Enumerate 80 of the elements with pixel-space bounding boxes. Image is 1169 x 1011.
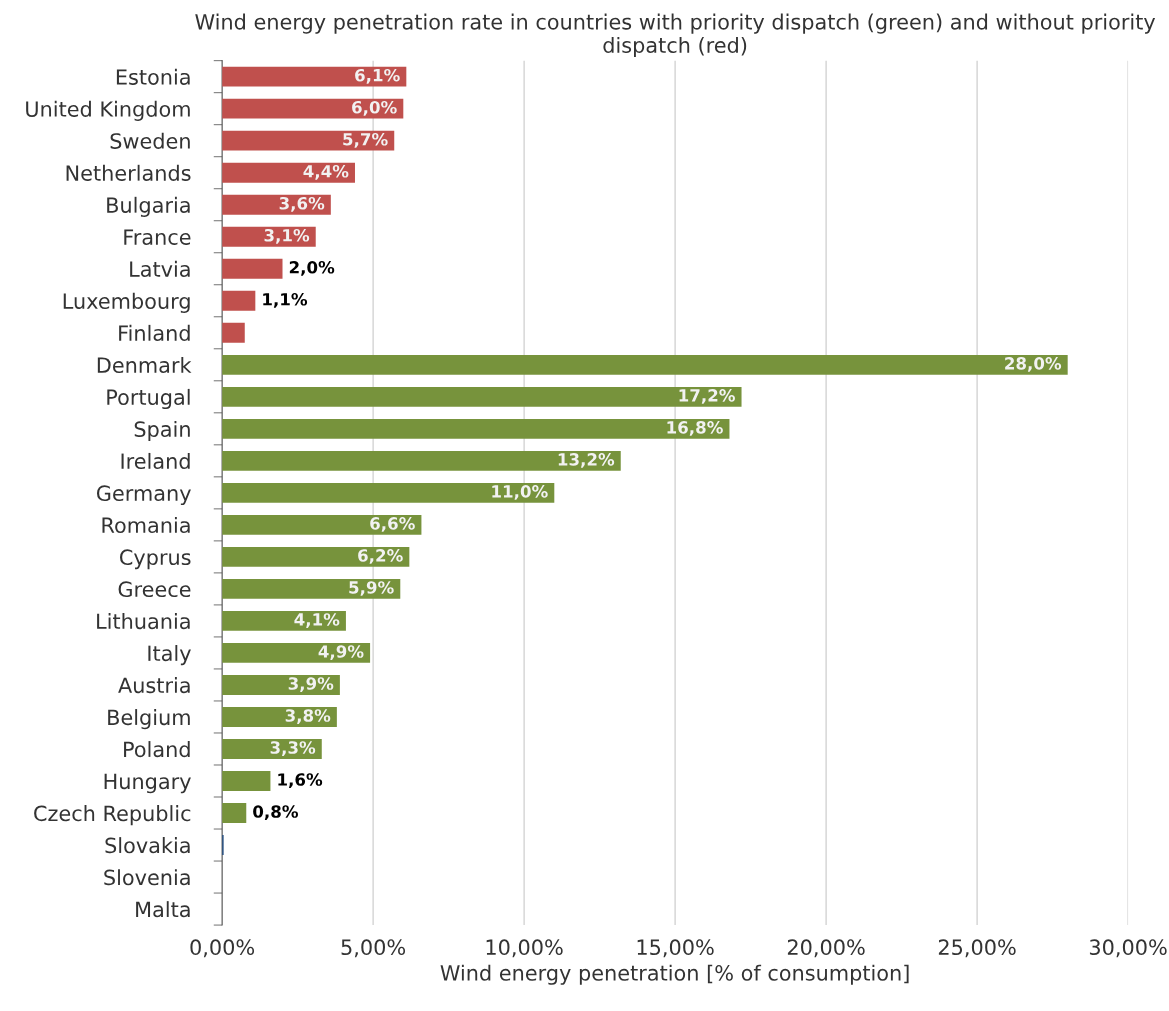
- y-tick-label: United Kingdom: [26, 100, 190, 121]
- data-label: 0,8%: [253, 805, 298, 820]
- x-axis-title: Wind energy penetration [% of consumption]: [440, 964, 909, 985]
- y-tick-label: Germany: [96, 485, 191, 506]
- y-tick-label: Romania: [102, 516, 190, 534]
- data-label: 4,1%: [294, 613, 340, 628]
- y-tick-label: Estonia: [116, 68, 190, 85]
- bar: [222, 803, 247, 823]
- y-tick-label: Italy: [148, 645, 191, 666]
- y-tick-label: Netherlands: [66, 164, 191, 181]
- data-label: 1,6%: [278, 773, 323, 788]
- y-tick-label: Austria: [118, 677, 190, 694]
- y-tick-label: Greece: [118, 581, 191, 598]
- y-tick-label: Cyprus: [120, 549, 191, 570]
- bar: [222, 482, 555, 503]
- bar: [222, 354, 1068, 375]
- data-label: 4,9%: [318, 645, 364, 660]
- data-label: 3,6%: [279, 196, 325, 212]
- data-label: 28,0%: [1005, 357, 1062, 372]
- bar: [222, 643, 371, 663]
- bar: [222, 386, 742, 407]
- x-tick-label: 30,00%: [1089, 939, 1167, 958]
- y-tick-label: Poland: [124, 741, 190, 758]
- chart-title: Wind energy penetration rate in countries with priority dispatch (green) and without priority dispatch (red): [195, 13, 1156, 58]
- bar: [222, 162, 355, 183]
- x-tick-label: 5,00%: [341, 939, 406, 958]
- data-label: 13,2%: [558, 453, 615, 468]
- data-label: 4,4%: [303, 164, 349, 180]
- data-label: 6,1%: [355, 68, 400, 84]
- y-tick-label: Malta: [136, 901, 190, 918]
- data-label: 3,9%: [288, 677, 334, 692]
- y-tick-label: Sweden: [110, 132, 190, 149]
- y-tick-label: Slovakia: [105, 837, 190, 854]
- x-tick-label: 15,00%: [637, 939, 714, 958]
- y-tick-label: Finland: [119, 324, 190, 341]
- bar: [222, 418, 730, 439]
- data-label: 17,2%: [679, 389, 735, 404]
- data-label: 1,1%: [263, 293, 308, 308]
- bar: [222, 578, 401, 599]
- x-tick-label: 10,00%: [486, 939, 563, 958]
- bar: [222, 66, 407, 87]
- y-tick-label: Belgium: [108, 709, 190, 730]
- data-label: 5,9%: [349, 581, 394, 596]
- y-tick-label: Portugal: [107, 388, 190, 410]
- y-tick-label: Czech Republic: [34, 805, 191, 826]
- x-tick-label: 20,00%: [787, 939, 865, 958]
- bar: [222, 771, 271, 791]
- bar: [222, 611, 346, 631]
- y-tick-label: Bulgaria: [107, 196, 190, 217]
- data-label: 3,8%: [285, 709, 331, 724]
- data-label: 3,3%: [270, 741, 316, 756]
- y-tick-label: France: [124, 229, 191, 245]
- x-tick-label: 0,00%: [190, 939, 255, 958]
- data-label: 6,6%: [370, 517, 415, 532]
- data-label: 16,8%: [667, 421, 723, 436]
- bar: [222, 450, 621, 471]
- y-tick-label: Hungary: [104, 773, 191, 794]
- bar: [222, 130, 395, 151]
- bar: [222, 290, 256, 311]
- bar: [222, 675, 340, 695]
- y-tick-label: Denmark: [97, 356, 192, 374]
- bar: [222, 514, 422, 535]
- data-label: 5,7%: [343, 132, 388, 148]
- y-tick-label: Slovenia: [104, 869, 190, 886]
- bar: [222, 322, 245, 343]
- bar: [222, 546, 410, 567]
- y-tick-label: Lithuania: [97, 613, 190, 630]
- x-tick-label: 25,00%: [938, 939, 1016, 958]
- bar: [222, 194, 331, 215]
- y-tick-label: Ireland: [121, 452, 190, 470]
- bar: [222, 98, 404, 119]
- data-label: 6,0%: [352, 100, 397, 116]
- y-tick-label: Luxembourg: [63, 292, 190, 314]
- data-label: 11,0%: [492, 485, 548, 500]
- bar: [222, 258, 283, 279]
- data-label: 2,0%: [289, 260, 335, 276]
- data-label: 3,1%: [264, 228, 310, 244]
- y-tick-label: Spain: [134, 420, 190, 442]
- data-label: 6,2%: [358, 549, 403, 564]
- y-tick-label: Latvia: [130, 260, 190, 277]
